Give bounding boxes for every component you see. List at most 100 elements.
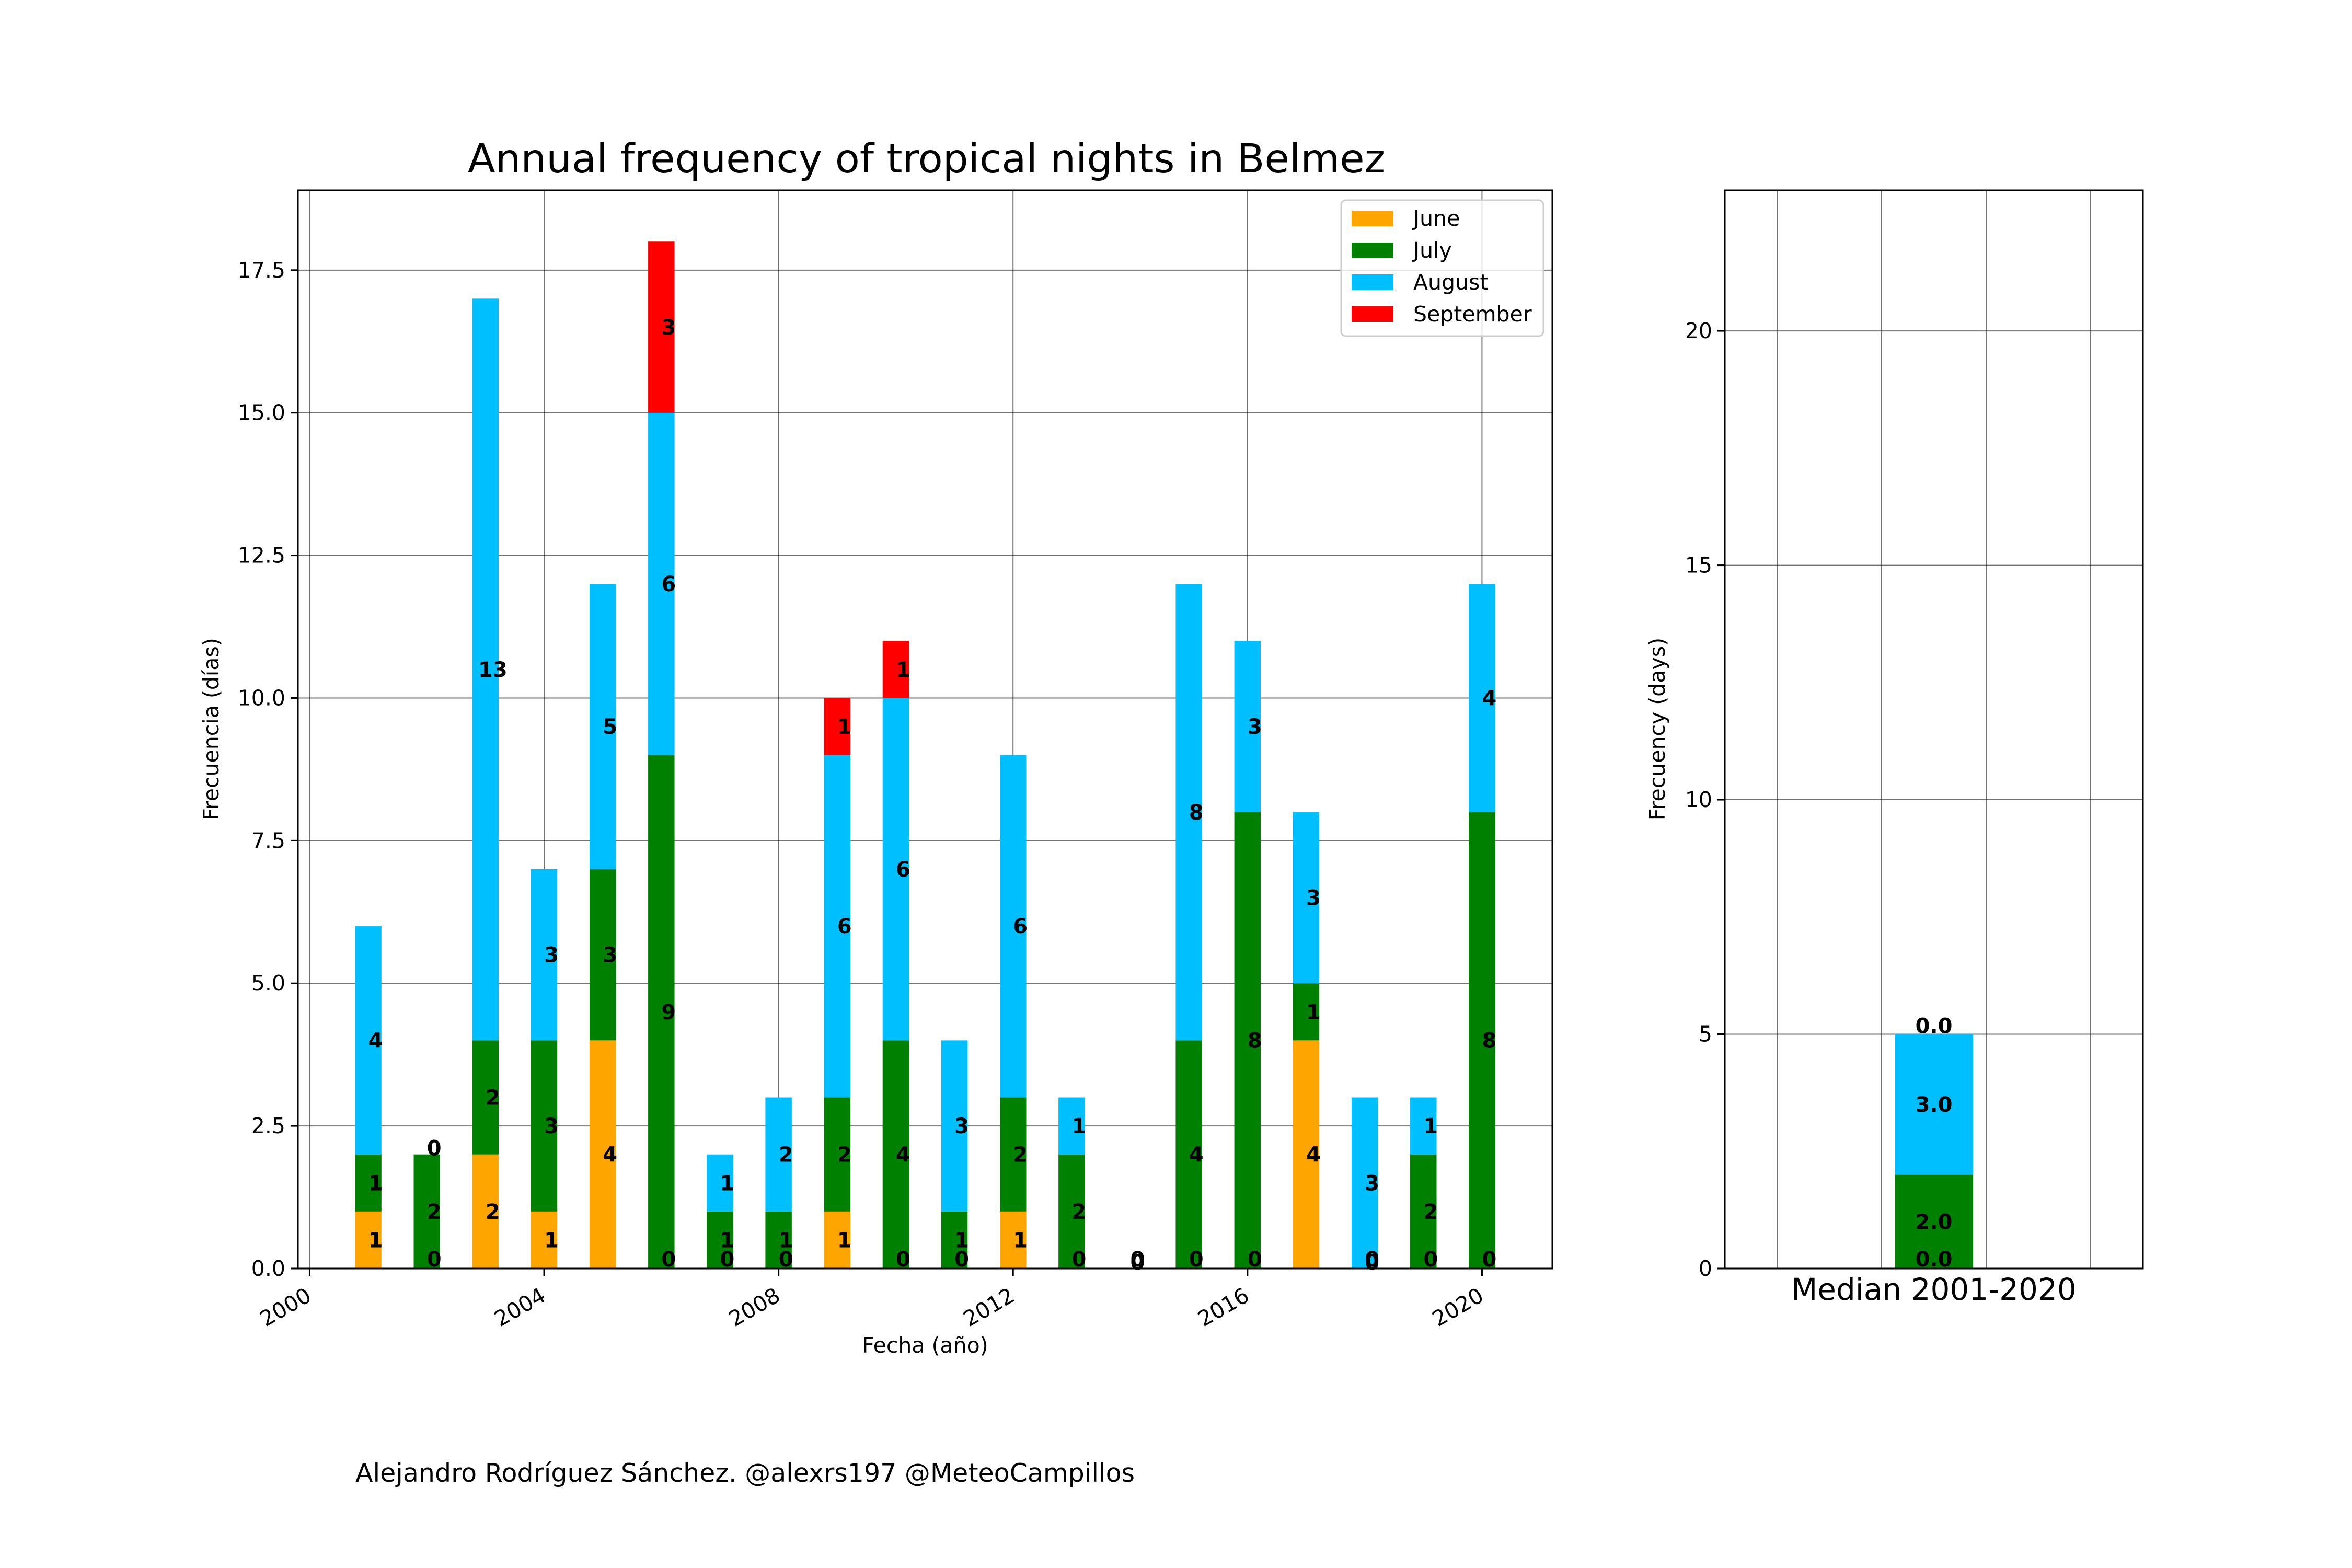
bar-august-2015 [1175,584,1202,1041]
data-label: 8 [1482,1029,1496,1053]
y-axis-label: Frecuencia (días) [199,638,224,821]
main-bar-labels: 1140202213133435096301101212610461013126… [368,316,1497,1275]
legend-swatch-september [1352,306,1393,322]
data-label: 1 [837,715,852,739]
bar-july-2010 [882,1040,909,1269]
median-bar-labels: 0.0 2.0 3.0 0.0 [1916,1014,1953,1272]
data-label: 1 [368,1171,383,1195]
bar-july-2007 [707,1211,733,1269]
median-y-tick-label: 15 [1685,553,1712,578]
median-chart: 0.0 2.0 3.0 0.0 0 5 10 15 20 Median 2001-2020 F… [1645,189,2144,1307]
bar-august-2016 [1234,641,1261,812]
data-label: 0 [427,1248,442,1272]
data-label: 6 [661,572,676,596]
data-label: 3 [1248,715,1262,739]
bar-june-2001 [355,1211,382,1269]
data-label: 2 [427,1200,442,1224]
data-label: 2 [1013,1143,1028,1167]
data-label: 1 [896,658,910,682]
data-label: 0 [1071,1248,1086,1272]
bar-august-2004 [531,869,558,1041]
bar-june-2003 [472,1154,499,1269]
data-label: 4 [896,1143,910,1167]
median-bar-july [1895,1174,1973,1269]
bar-august-2017 [1293,812,1320,984]
data-label: 3 [661,316,676,340]
data-label: 2 [486,1200,500,1224]
median-bars [1895,1034,1973,1269]
data-label: 13 [478,658,508,682]
y-tick-label: 7.5 [251,828,285,853]
data-label: 8 [1189,801,1204,825]
bar-september-2009 [824,698,851,755]
data-label: 8 [1248,1029,1262,1053]
y-tick-label: 10.0 [238,685,285,710]
y-tick-label: 5.0 [251,971,285,996]
median-y-tick-label: 10 [1685,787,1712,812]
median-y-tick-label: 20 [1685,318,1712,343]
data-label: 0 [1131,1251,1145,1275]
data-label: 1 [720,1171,735,1195]
bar-june-2009 [824,1211,851,1269]
data-label: 1 [954,1228,969,1252]
data-label: 1 [368,1228,383,1252]
data-label: 0 [1482,1248,1496,1272]
legend-label-july: July [1412,238,1452,263]
bar-august-2019 [1410,1097,1437,1155]
bar-july-2009 [824,1097,851,1212]
data-label: 0 [954,1248,969,1272]
median-x-label: Median 2001-2020 [1791,1272,2077,1307]
data-label: 0 [1423,1248,1438,1272]
bar-june-2005 [589,1040,616,1269]
bar-june-2004 [531,1211,558,1269]
data-label: 4 [368,1029,383,1053]
bar-august-2009 [824,755,851,1098]
data-label: 1 [544,1228,559,1252]
median-y-tick-label: 0 [1699,1256,1712,1281]
bar-september-2006 [648,241,675,413]
main-plot-frame [297,189,1553,1270]
data-label: 5 [603,715,617,739]
data-label: 2 [837,1143,852,1167]
data-label: 2 [486,1086,500,1110]
data-label: 1 [1423,1114,1438,1138]
bar-july-2008 [765,1211,792,1269]
data-label: 0 [1248,1248,1262,1272]
data-label: 6 [896,858,910,882]
data-label: 0 [720,1248,735,1272]
main-bars [355,241,1495,1269]
data-label: 0 [779,1248,793,1272]
legend-label-september: September [1413,302,1532,327]
chart-title: Annual frequency of tropical nights in B… [468,136,1386,182]
data-label: 9 [661,1000,676,1024]
bar-september-2010 [882,641,909,698]
legend-swatch-july [1352,243,1393,258]
median-data-label: 2.0 [1916,1210,1953,1234]
data-label: 1 [1013,1228,1028,1252]
bar-july-2004 [531,1040,558,1212]
bar-july-2005 [589,869,616,1041]
median-data-label: 0.0 [1916,1014,1953,1039]
data-label: 3 [544,1114,559,1138]
data-label: 4 [603,1143,617,1167]
median-gridlines [1725,190,2143,1269]
main-y-ticks: 0.0 2.5 5.0 7.5 10.0 12.5 15.0 17.5 [238,258,298,1281]
bar-july-2016 [1234,812,1261,1269]
bar-august-2011 [941,1040,968,1212]
data-label: 0 [1365,1251,1379,1275]
data-label: 4 [1189,1143,1204,1167]
data-label: 2 [1071,1200,1086,1224]
bar-july-2012 [999,1097,1027,1212]
x-axis-label: Fecha (año) [862,1333,988,1358]
bar-august-2006 [648,412,675,755]
bar-july-2011 [941,1211,968,1269]
median-bar-august [1895,1034,1973,1175]
legend-label-june: June [1412,206,1460,231]
bar-august-2013 [1058,1097,1085,1155]
main-chart: Annual frequency of tropical nights in B… [199,136,1553,1358]
data-label: 3 [544,943,559,967]
data-label: 0 [896,1248,910,1272]
data-label: 3 [1306,886,1321,910]
bar-july-2019 [1410,1154,1437,1269]
